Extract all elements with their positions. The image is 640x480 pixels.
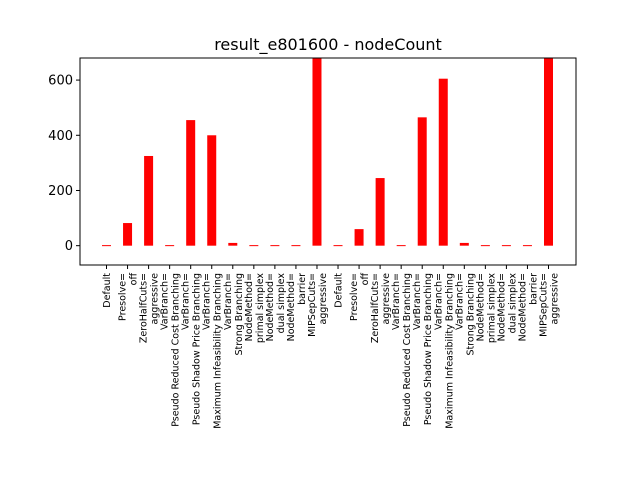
x-tick-label-line: NodeMethod= xyxy=(517,273,528,341)
bar xyxy=(354,229,364,246)
x-tick-label-line: aggressive xyxy=(150,273,161,325)
x-axis: Default Presolve= off ZeroHalfCuts= aggressi… xyxy=(102,265,561,429)
x-tick-label-line: VarBranch= xyxy=(433,273,444,330)
x-tick-label: Default xyxy=(102,273,113,308)
x-tick-label-line: Maximum Infeasibility Branching xyxy=(213,273,224,429)
x-tick-label: VarBranch= Maximum Infeasibility Branchin… xyxy=(433,273,455,429)
bar xyxy=(501,245,511,247)
bar xyxy=(312,58,322,246)
bar xyxy=(228,242,238,246)
bar xyxy=(249,245,259,247)
y-tick-label: 600 xyxy=(48,74,73,89)
x-tick-label: VarBranch= Pseudo Shadow Price Branching xyxy=(181,273,203,425)
y-tick-label: 400 xyxy=(48,129,73,144)
x-tick-label: MIPSepCuts= aggressive xyxy=(307,273,329,337)
bar xyxy=(544,58,553,246)
bar xyxy=(207,135,217,246)
bar xyxy=(396,245,406,247)
x-tick-label-line: Presolve= xyxy=(118,273,129,321)
x-tick-label: ZeroHalfCuts= aggressive xyxy=(139,273,161,343)
bar xyxy=(270,245,280,247)
x-tick-label-line: VarBranch= xyxy=(160,273,171,330)
x-tick-label: Presolve= off xyxy=(349,273,371,321)
x-tick-label: NodeMethod= dual simplex xyxy=(265,273,287,342)
bar xyxy=(522,245,532,247)
x-tick-label-line: ZeroHalfCuts= xyxy=(139,273,150,343)
x-tick-label-line: primal simplex xyxy=(255,273,266,344)
x-tick-label-line: NodeMethod= xyxy=(286,273,297,341)
x-tick-label: VarBranch= Pseudo Reduced Cost Branching xyxy=(391,273,413,427)
x-tick-label: VarBranch= Strong Branching xyxy=(223,273,245,356)
x-tick-label-line: dual simplex xyxy=(507,273,518,334)
bar xyxy=(144,155,154,246)
x-tick-label: NodeMethod= barrier xyxy=(286,273,308,341)
x-tick-label-line: aggressive xyxy=(318,273,329,325)
x-tick-label: NodeMethod= dual simplex xyxy=(496,273,518,342)
plot-frame xyxy=(79,57,577,266)
x-tick-label-line: NodeMethod= xyxy=(496,273,507,341)
x-tick-label: VarBranch= Maximum Infeasibility Branchin… xyxy=(202,273,224,429)
x-tick-label: MIPSepCuts= aggressive xyxy=(539,273,561,337)
x-tick-label: ZeroHalfCuts= aggressive xyxy=(370,273,392,343)
x-tick-label-line: Strong Branching xyxy=(465,273,476,356)
bar xyxy=(102,245,111,247)
x-tick-label-line: Presolve= xyxy=(349,273,360,321)
x-tick-label-line: VarBranch= xyxy=(181,273,192,330)
bar xyxy=(459,242,469,246)
x-tick-label-line: VarBranch= xyxy=(391,273,402,330)
x-tick-label-line: MIPSepCuts= xyxy=(539,273,550,337)
bar xyxy=(375,178,385,246)
bar xyxy=(480,245,490,247)
x-tick-label-line: barrier xyxy=(297,273,308,305)
x-tick-label: Default xyxy=(334,273,345,308)
x-tick-label-line: barrier xyxy=(528,273,539,305)
x-tick-label-line: dual simplex xyxy=(276,273,287,334)
x-tick-label: VarBranch= Pseudo Reduced Cost Branching xyxy=(160,273,182,427)
chart-title: result_e801600 - nodeCount xyxy=(214,35,442,55)
x-tick-label-line: Pseudo Reduced Cost Branching xyxy=(171,273,182,427)
bar xyxy=(438,78,448,246)
bar xyxy=(291,245,301,247)
x-tick-label-line: Default xyxy=(102,273,113,308)
x-tick-label-line: aggressive xyxy=(550,273,561,325)
x-tick-label-line: VarBranch= xyxy=(202,273,213,330)
x-tick-label-line: NodeMethod= xyxy=(244,273,255,341)
x-tick-label: NodeMethod= barrier xyxy=(517,273,539,341)
x-tick-label-line: VarBranch= xyxy=(454,273,465,330)
x-tick-label-line: Default xyxy=(334,273,345,308)
x-tick-label-line: Maximum Infeasibility Branching xyxy=(444,273,455,429)
x-tick-label: VarBranch= Pseudo Shadow Price Branching xyxy=(412,273,434,425)
x-tick-label-line: MIPSepCuts= xyxy=(307,273,318,337)
x-tick-label: NodeMethod= primal simplex xyxy=(244,273,266,344)
x-tick-label-line: primal simplex xyxy=(486,273,497,344)
x-tick-label-line: VarBranch= xyxy=(223,273,234,330)
x-tick-label: NodeMethod= primal simplex xyxy=(475,273,497,344)
y-tick-label: 200 xyxy=(48,184,73,199)
x-tick-label-line: NodeMethod= xyxy=(475,273,486,341)
x-tick-label-line: aggressive xyxy=(381,273,392,325)
bar xyxy=(333,245,343,247)
x-tick-label-line: ZeroHalfCuts= xyxy=(370,273,381,343)
x-tick-label-line: Pseudo Reduced Cost Branching xyxy=(402,273,413,427)
bar xyxy=(165,245,175,247)
bar xyxy=(186,120,196,246)
bars-group xyxy=(102,58,553,247)
x-tick-label: Presolve= off xyxy=(118,273,140,321)
x-tick-label: VarBranch= Strong Branching xyxy=(454,273,476,356)
x-tick-label-line: Pseudo Shadow Price Branching xyxy=(423,273,434,425)
x-tick-label-line: VarBranch= xyxy=(412,273,423,330)
bar xyxy=(123,223,133,246)
x-tick-label-line: NodeMethod= xyxy=(265,273,276,341)
x-tick-label-line: off xyxy=(360,273,371,286)
x-tick-label-line: Strong Branching xyxy=(234,273,245,356)
y-axis: 0 200 400 600 xyxy=(48,74,80,254)
x-tick-label-line: Pseudo Shadow Price Branching xyxy=(192,273,203,425)
x-tick-label-line: off xyxy=(129,273,140,286)
y-tick-label: 0 xyxy=(65,239,73,254)
bar xyxy=(417,117,427,246)
